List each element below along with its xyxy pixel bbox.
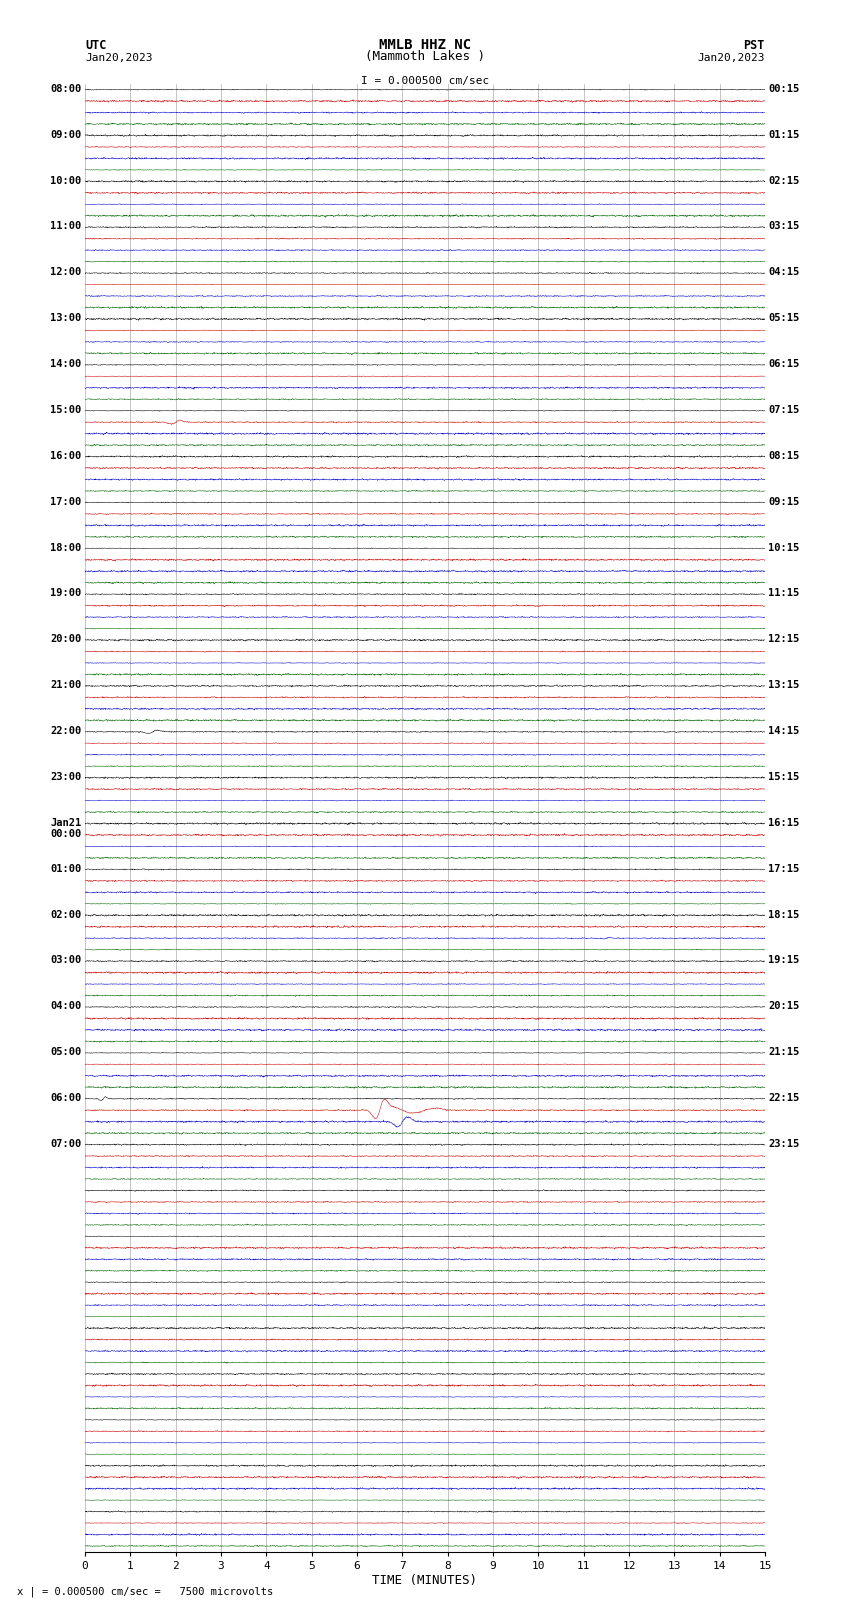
Text: 06:00: 06:00 (50, 1094, 82, 1103)
Text: 01:00: 01:00 (50, 863, 82, 874)
Text: 20:15: 20:15 (768, 1002, 800, 1011)
Text: 16:00: 16:00 (50, 450, 82, 461)
Text: MMLB HHZ NC: MMLB HHZ NC (379, 37, 471, 52)
Text: 05:15: 05:15 (768, 313, 800, 323)
Text: 20:00: 20:00 (50, 634, 82, 644)
Text: 14:15: 14:15 (768, 726, 800, 736)
Text: 06:15: 06:15 (768, 360, 800, 369)
Text: 21:15: 21:15 (768, 1047, 800, 1057)
Text: 13:00: 13:00 (50, 313, 82, 323)
Text: x | = 0.000500 cm/sec =   7500 microvolts: x | = 0.000500 cm/sec = 7500 microvolts (17, 1586, 273, 1597)
Text: 07:00: 07:00 (50, 1139, 82, 1148)
Text: 11:00: 11:00 (50, 221, 82, 232)
Text: 18:15: 18:15 (768, 910, 800, 919)
Text: 21:00: 21:00 (50, 681, 82, 690)
Text: 22:00: 22:00 (50, 726, 82, 736)
Text: 03:15: 03:15 (768, 221, 800, 232)
Text: PST: PST (744, 39, 765, 52)
Text: 07:15: 07:15 (768, 405, 800, 415)
Text: 10:00: 10:00 (50, 176, 82, 185)
Text: 12:00: 12:00 (50, 268, 82, 277)
Text: 08:00: 08:00 (50, 84, 82, 94)
Text: 17:00: 17:00 (50, 497, 82, 506)
Text: 03:00: 03:00 (50, 955, 82, 966)
Text: 05:00: 05:00 (50, 1047, 82, 1057)
Text: 12:15: 12:15 (768, 634, 800, 644)
X-axis label: TIME (MINUTES): TIME (MINUTES) (372, 1574, 478, 1587)
Text: 13:15: 13:15 (768, 681, 800, 690)
Text: 02:00: 02:00 (50, 910, 82, 919)
Text: 19:15: 19:15 (768, 955, 800, 966)
Text: 18:00: 18:00 (50, 542, 82, 553)
Text: 10:15: 10:15 (768, 542, 800, 553)
Text: 09:00: 09:00 (50, 129, 82, 140)
Text: 04:15: 04:15 (768, 268, 800, 277)
Text: 23:15: 23:15 (768, 1139, 800, 1148)
Text: I = 0.000500 cm/sec: I = 0.000500 cm/sec (361, 76, 489, 85)
Text: 16:15: 16:15 (768, 818, 800, 827)
Text: 09:15: 09:15 (768, 497, 800, 506)
Text: 08:15: 08:15 (768, 450, 800, 461)
Text: 14:00: 14:00 (50, 360, 82, 369)
Text: Jan21
00:00: Jan21 00:00 (50, 818, 82, 839)
Text: 02:15: 02:15 (768, 176, 800, 185)
Text: Jan20,2023: Jan20,2023 (85, 53, 152, 63)
Text: 15:15: 15:15 (768, 773, 800, 782)
Text: 00:15: 00:15 (768, 84, 800, 94)
Text: Jan20,2023: Jan20,2023 (698, 53, 765, 63)
Text: 11:15: 11:15 (768, 589, 800, 598)
Text: 01:15: 01:15 (768, 129, 800, 140)
Text: 19:00: 19:00 (50, 589, 82, 598)
Text: 04:00: 04:00 (50, 1002, 82, 1011)
Text: 23:00: 23:00 (50, 773, 82, 782)
Text: 15:00: 15:00 (50, 405, 82, 415)
Text: 17:15: 17:15 (768, 863, 800, 874)
Text: UTC: UTC (85, 39, 106, 52)
Text: (Mammoth Lakes ): (Mammoth Lakes ) (365, 50, 485, 63)
Text: 22:15: 22:15 (768, 1094, 800, 1103)
